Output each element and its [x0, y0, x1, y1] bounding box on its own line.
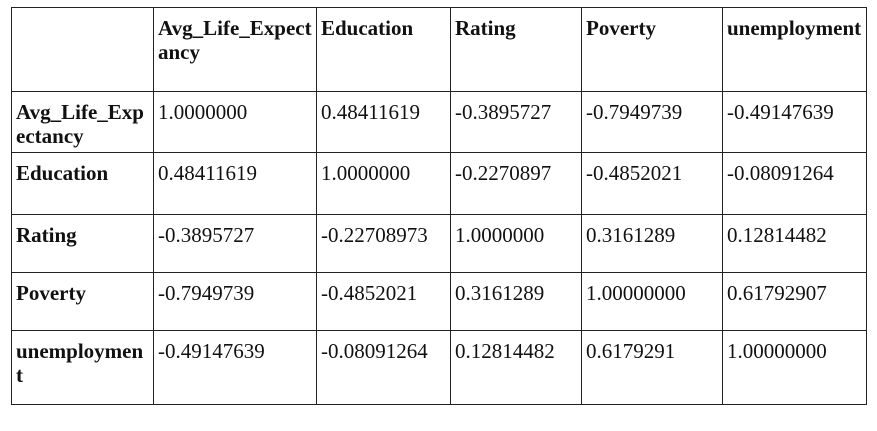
- column-header: unemployment: [722, 7, 867, 92]
- table-row: unemployment -0.49147639 -0.08091264 0.1…: [11, 330, 867, 405]
- table-cell: 1.0000000: [316, 152, 451, 215]
- table-cell: -0.08091264: [722, 152, 867, 215]
- table-cell: 0.61792907: [722, 272, 867, 331]
- row-header: Avg_Life_Expectancy: [11, 91, 154, 153]
- table-cell: 1.00000000: [581, 272, 723, 331]
- table-cell: -0.7949739: [153, 272, 317, 331]
- table-cell: 0.48411619: [316, 91, 451, 153]
- table-cell: -0.2270897: [450, 152, 582, 215]
- column-header: Education: [316, 7, 451, 92]
- column-header: Poverty: [581, 7, 723, 92]
- table-cell: -0.49147639: [153, 330, 317, 405]
- table-cell: 1.0000000: [450, 214, 582, 273]
- table-row: Poverty -0.7949739 -0.4852021 0.3161289 …: [11, 272, 867, 331]
- table-cell: 0.3161289: [581, 214, 723, 273]
- table-cell: 1.0000000: [153, 91, 317, 153]
- table-row: Avg_Life_Expectancy 1.0000000 0.48411619…: [11, 91, 867, 153]
- table-cell: 0.48411619: [153, 152, 317, 215]
- table-cell: 0.12814482: [722, 214, 867, 273]
- table-cell: -0.49147639: [722, 91, 867, 153]
- table-row: Education 0.48411619 1.0000000 -0.227089…: [11, 152, 867, 215]
- table-cell: -0.3895727: [153, 214, 317, 273]
- table-cell: -0.08091264: [316, 330, 451, 405]
- table-cell: 0.3161289: [450, 272, 582, 331]
- table-cell: -0.7949739: [581, 91, 723, 153]
- table-cell: -0.4852021: [581, 152, 723, 215]
- column-header: Rating: [450, 7, 582, 92]
- row-header: Poverty: [11, 272, 154, 331]
- table-cell: 1.00000000: [722, 330, 867, 405]
- table-cell: -0.22708973: [316, 214, 451, 273]
- row-header: Education: [11, 152, 154, 215]
- table-header-row: Avg_Life_Expectancy Education Rating Pov…: [11, 7, 867, 92]
- table-row: Rating -0.3895727 -0.22708973 1.0000000 …: [11, 214, 867, 273]
- table-cell: -0.3895727: [450, 91, 582, 153]
- column-header: Avg_Life_Expectancy: [153, 7, 317, 92]
- correlation-table: Avg_Life_Expectancy Education Rating Pov…: [11, 7, 867, 405]
- table-cell: 0.12814482: [450, 330, 582, 405]
- row-header: Rating: [11, 214, 154, 273]
- corner-cell: [11, 7, 154, 92]
- table-cell: 0.6179291: [581, 330, 723, 405]
- row-header: unemployment: [11, 330, 154, 405]
- table-cell: -0.4852021: [316, 272, 451, 331]
